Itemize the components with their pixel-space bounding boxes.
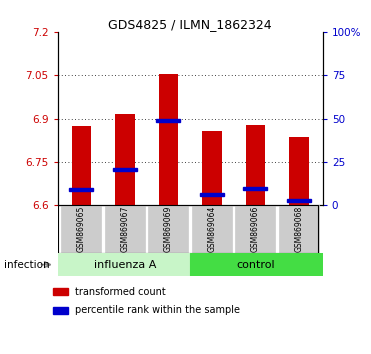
Text: GSM869067: GSM869067 [121, 206, 129, 252]
Bar [115, 114, 135, 205]
Bar [159, 74, 178, 205]
Bar [58, 253, 190, 276]
Bar [157, 119, 180, 122]
Title: GDS4825 / ILMN_1862324: GDS4825 / ILMN_1862324 [108, 18, 272, 31]
Bar [192, 205, 232, 253]
Text: GSM869065: GSM869065 [77, 206, 86, 252]
Text: GSM869068: GSM869068 [294, 206, 303, 252]
Bar [287, 199, 311, 201]
Bar [200, 193, 224, 196]
Bar [53, 308, 68, 314]
Text: influenza A: influenza A [94, 259, 156, 270]
Bar [279, 205, 319, 253]
Bar [243, 187, 267, 190]
Text: infection: infection [4, 259, 49, 270]
Bar [113, 168, 137, 171]
Bar [62, 205, 101, 253]
Text: GSM869069: GSM869069 [164, 206, 173, 252]
Text: transformed count: transformed count [75, 286, 165, 297]
Bar [289, 137, 309, 205]
Bar [246, 125, 265, 205]
Text: percentile rank within the sample: percentile rank within the sample [75, 305, 240, 315]
Bar [235, 205, 275, 253]
Bar [69, 188, 93, 191]
Text: control: control [236, 259, 275, 270]
Text: GSM869066: GSM869066 [251, 206, 260, 252]
Text: GSM869064: GSM869064 [207, 206, 216, 252]
Bar [53, 288, 68, 295]
Bar [148, 205, 188, 253]
Bar [190, 253, 323, 276]
Bar [202, 131, 221, 205]
Bar [72, 126, 91, 205]
Bar [105, 205, 145, 253]
